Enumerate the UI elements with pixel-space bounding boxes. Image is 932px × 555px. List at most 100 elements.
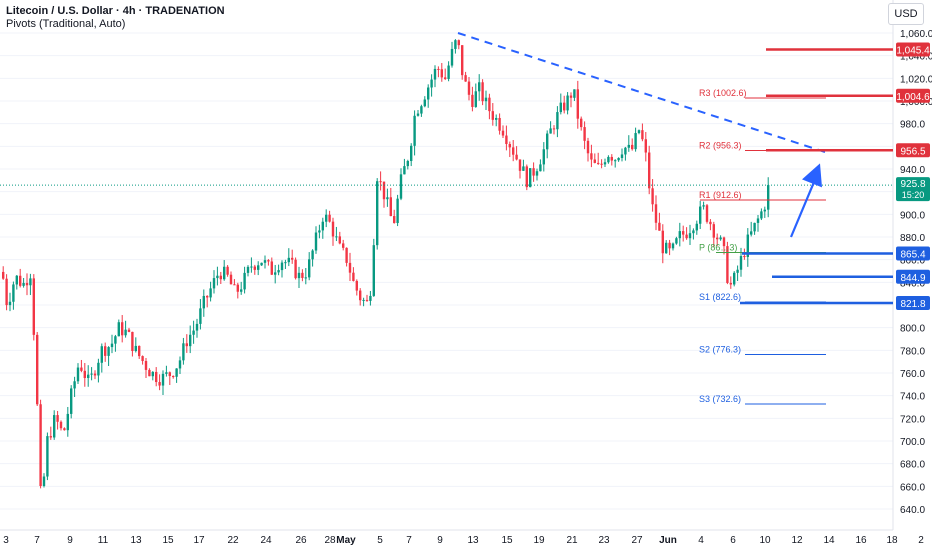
- price-axis-tick: 740.0: [900, 392, 925, 403]
- candle: [763, 206, 766, 218]
- time-axis-tick: 22: [227, 535, 239, 546]
- candle: [478, 74, 481, 101]
- candle: [32, 274, 35, 341]
- candle: [138, 345, 141, 359]
- candle: [382, 181, 386, 208]
- candle: [661, 224, 664, 264]
- candle: [539, 159, 542, 172]
- current-price-badge: [896, 177, 930, 202]
- candle: [712, 221, 715, 248]
- pivot-label-s2: S2 (776.3): [699, 345, 741, 355]
- symbol-title[interactable]: Litecoin / U.S. Dollar · 4h · TRADENATIO…: [6, 5, 225, 17]
- candle: [8, 292, 12, 312]
- candle: [535, 168, 539, 181]
- candle: [631, 138, 634, 151]
- price-axis-tick: 1,060.0: [900, 29, 932, 40]
- candle: [352, 267, 355, 282]
- key-level-label: 865.4: [900, 250, 925, 261]
- candle: [746, 228, 749, 267]
- candle: [284, 259, 287, 269]
- candle: [430, 74, 433, 97]
- candle: [552, 125, 556, 135]
- candle: [121, 315, 124, 343]
- candle: [634, 127, 637, 152]
- candle: [518, 159, 522, 179]
- candle: [369, 290, 372, 306]
- candle: [573, 89, 576, 102]
- candle: [365, 294, 369, 302]
- candle: [338, 231, 341, 245]
- candle: [202, 289, 205, 317]
- candle: [433, 65, 437, 88]
- candle: [53, 410, 56, 440]
- candle: [314, 226, 318, 254]
- candle: [257, 261, 260, 276]
- price-axis-tick: 1,040.0: [900, 52, 932, 63]
- candle: [22, 277, 25, 288]
- candle: [328, 210, 331, 223]
- candle: [597, 152, 600, 165]
- price-axis-tick: 840.0: [900, 278, 925, 289]
- candle: [624, 146, 627, 161]
- candle: [263, 255, 267, 269]
- time-axis-tick: 9: [67, 535, 73, 546]
- candle: [233, 279, 236, 286]
- candle: [658, 212, 661, 231]
- candle: [546, 130, 549, 159]
- candle: [114, 334, 117, 352]
- candle: [376, 178, 379, 250]
- time-axis-tick: 14: [823, 535, 835, 546]
- key-level-label: 1,004.6: [896, 92, 930, 103]
- candle: [66, 406, 69, 437]
- time-axis-tick: 7: [34, 535, 40, 546]
- candle: [481, 79, 484, 106]
- indicator-label[interactable]: Pivots (Traditional, Auto): [6, 18, 126, 30]
- price-axis-tick: 940.0: [900, 165, 925, 176]
- time-axis-tick: 27: [631, 535, 643, 546]
- candle: [525, 164, 528, 191]
- candle: [416, 109, 420, 117]
- currency-selector[interactable]: USD: [888, 3, 924, 25]
- candle: [308, 252, 311, 281]
- current-price-value: 925.8: [900, 179, 925, 190]
- price-axis-tick: 900.0: [900, 210, 925, 221]
- candle: [389, 187, 392, 217]
- candle: [280, 260, 284, 278]
- price-axis-tick: 1,020.0: [900, 74, 932, 85]
- time-axis-tick: 13: [467, 535, 479, 546]
- candle: [195, 318, 199, 338]
- candle: [760, 208, 763, 221]
- candle: [148, 368, 151, 377]
- candle: [189, 325, 192, 354]
- candle: [124, 320, 127, 338]
- price-axis-tick: 880.0: [900, 233, 925, 244]
- pivot-label-r2: R2 (956.3): [699, 141, 742, 151]
- candle: [695, 220, 698, 235]
- candle: [549, 121, 552, 134]
- time-axis-tick: 10: [759, 535, 771, 546]
- candle: [15, 274, 18, 290]
- candle: [736, 265, 739, 282]
- candle: [688, 224, 692, 246]
- candle: [508, 141, 511, 158]
- candle: [644, 131, 647, 162]
- candle: [304, 268, 307, 285]
- candle: [297, 266, 301, 288]
- candle: [641, 123, 644, 142]
- candle: [610, 154, 613, 166]
- candle: [70, 385, 73, 419]
- candle: [410, 143, 413, 167]
- candle: [722, 236, 726, 255]
- candle: [134, 337, 137, 353]
- candle: [461, 45, 464, 80]
- candle: [46, 432, 49, 481]
- key-level-badge: [896, 269, 930, 284]
- candle: [767, 177, 770, 218]
- key-level-badge: [896, 143, 930, 158]
- candle: [175, 368, 178, 383]
- time-axis-tick: 3: [3, 535, 9, 546]
- candle: [556, 106, 559, 138]
- time-axis-tick: 16: [855, 535, 867, 546]
